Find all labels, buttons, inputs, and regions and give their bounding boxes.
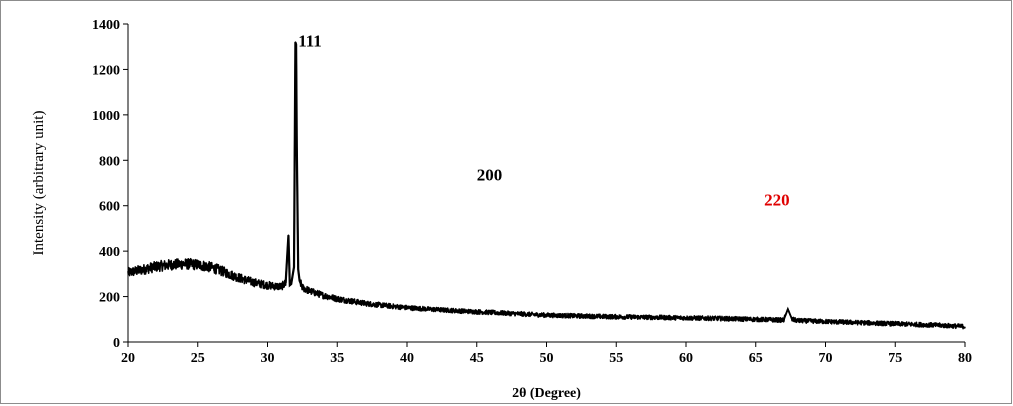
x-axis-title: 2θ (Degree) <box>512 386 581 401</box>
x-tick-label: 40 <box>400 351 414 366</box>
y-tick-label: 200 <box>99 291 120 306</box>
x-tick-label: 65 <box>749 351 763 366</box>
y-tick-label: 600 <box>99 200 120 215</box>
tick-labels: 20 25 30 35 40 45 50 55 60 65 70 75 8002004006008001… <box>92 18 972 366</box>
axes <box>123 23 966 347</box>
peak-label-200: 200 <box>477 166 503 185</box>
y-axis-title: Intensity (arbitrary unit) <box>31 111 47 256</box>
series-line-0 <box>127 41 966 330</box>
series-layer <box>127 41 966 330</box>
y-tick-label: 800 <box>99 154 120 169</box>
x-tick-label: 35 <box>330 351 344 366</box>
x-tick-label: 75 <box>888 351 902 366</box>
peak-label-220: 220 <box>764 191 790 210</box>
x-tick-label: 80 <box>958 351 972 366</box>
y-tick-label: 400 <box>99 245 120 260</box>
x-tick-label: 50 <box>540 351 554 366</box>
x-tick-label: 45 <box>470 351 484 366</box>
x-tick-label: 55 <box>609 351 623 366</box>
y-tick-label: 1400 <box>92 18 120 33</box>
peak-111-line <box>284 41 304 288</box>
peak-220-line <box>782 306 798 322</box>
x-tick-label: 30 <box>261 351 275 366</box>
y-tick-label: 1000 <box>92 109 120 124</box>
x-tick-label: 60 <box>679 351 693 366</box>
peak-annotations: 111 200 220 <box>298 32 789 210</box>
y-tick-label: 1200 <box>92 63 120 78</box>
x-tick-label: 20 <box>121 351 135 366</box>
x-tick-label: 25 <box>191 351 205 366</box>
x-tick-label: 70 <box>819 351 833 366</box>
y-tick-label: 0 <box>113 336 120 351</box>
peak-label-111: 111 <box>298 32 322 51</box>
